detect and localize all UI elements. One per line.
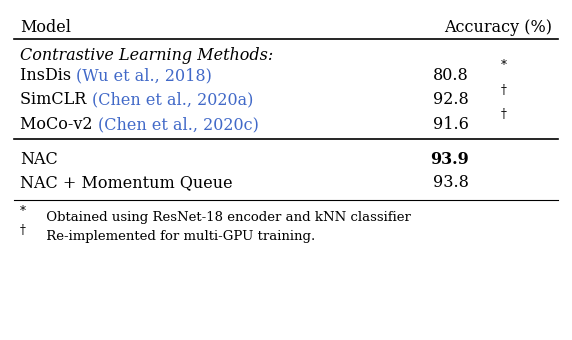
Text: (Wu et al., 2018): (Wu et al., 2018) [76,67,212,84]
Text: Re-implemented for multi-GPU training.: Re-implemented for multi-GPU training. [42,230,315,243]
Text: *: * [20,205,26,218]
Text: NAC + Momentum Queue: NAC + Momentum Queue [20,174,233,191]
Text: 91.6: 91.6 [433,116,469,133]
Text: †: † [500,84,506,97]
Text: 93.8: 93.8 [433,174,469,191]
Text: InsDis: InsDis [20,67,76,84]
Text: SimCLR: SimCLR [20,91,92,108]
Text: 80.8: 80.8 [434,67,469,84]
Text: (Chen et al., 2020c): (Chen et al., 2020c) [98,116,259,133]
Text: †: † [20,224,26,237]
Text: NAC: NAC [20,151,58,168]
Text: Contrastive Learning Methods:: Contrastive Learning Methods: [20,47,273,64]
Text: (Chen et al., 2020a): (Chen et al., 2020a) [92,91,253,108]
Text: MoCo-v2: MoCo-v2 [20,116,98,133]
Text: Obtained using ResNet-18 encoder and kNN classifier: Obtained using ResNet-18 encoder and kNN… [42,211,411,224]
Text: †: † [500,108,506,121]
Text: 92.8: 92.8 [434,91,469,108]
Text: *: * [500,59,506,72]
Text: Accuracy (%): Accuracy (%) [444,19,552,36]
Text: 93.9: 93.9 [430,151,469,168]
Text: Model: Model [20,19,71,36]
